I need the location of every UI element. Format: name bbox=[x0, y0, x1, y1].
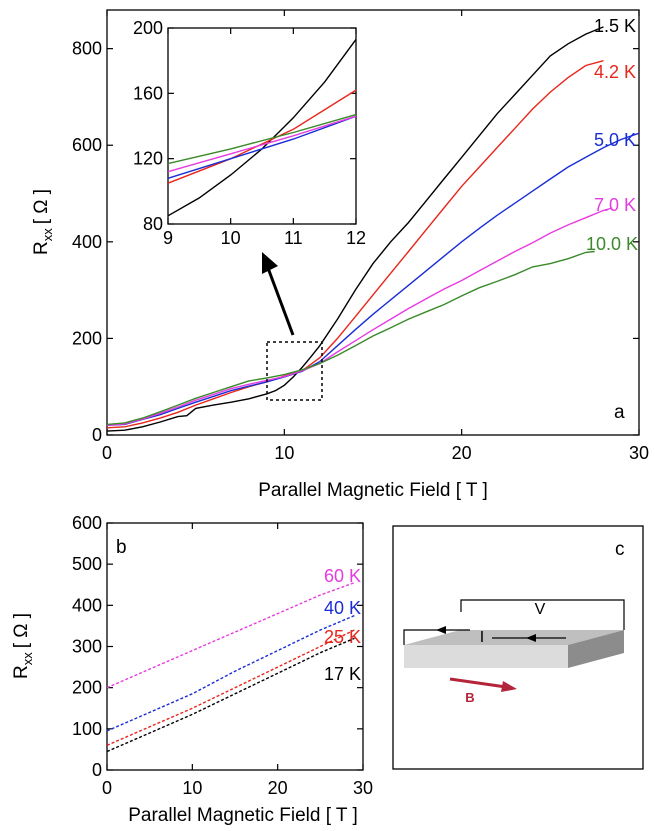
y-tick-label: 200 bbox=[133, 18, 163, 38]
panel-c-letter: c bbox=[615, 539, 625, 560]
y-tick-label: 500 bbox=[72, 554, 102, 574]
panel-a-ylabel: Rxx [ Ω ] bbox=[31, 189, 55, 255]
series-label: 17 K bbox=[324, 664, 361, 684]
slab-side-face bbox=[568, 630, 624, 668]
y-tick-label: 0 bbox=[92, 425, 102, 445]
x-tick-label: 12 bbox=[346, 228, 366, 248]
voltage-probe: V bbox=[460, 599, 625, 630]
sample-slab bbox=[404, 630, 624, 668]
series-line-5-0-k bbox=[106, 132, 640, 426]
panel-b-ylabel-sub: xx bbox=[20, 652, 35, 666]
y-tick-label: 600 bbox=[72, 135, 102, 155]
series-line-7-0-k bbox=[167, 115, 357, 173]
voltage-label: V bbox=[535, 601, 546, 618]
current-path: I bbox=[403, 626, 566, 646]
panel-a: 0 10 20 30 0 200 400 600 800 1.5 K 4.2 K 5.0 K 7.0 … bbox=[31, 9, 649, 501]
y-tick-label: 800 bbox=[72, 39, 102, 59]
x-tick-label: 0 bbox=[102, 443, 112, 463]
series-line-10-0-k bbox=[106, 250, 595, 426]
y-tick-label: 400 bbox=[72, 595, 102, 615]
slab-front-face bbox=[404, 645, 568, 668]
panel-a-xlabel: Parallel Magnetic Field [ T ] bbox=[258, 480, 488, 501]
panel-a-ticks: 0 10 20 30 0 200 400 600 800 bbox=[72, 10, 649, 463]
y-tick-label: 200 bbox=[72, 678, 102, 698]
panel-b-letter: b bbox=[116, 537, 127, 558]
panel-b-ylabel-main: R bbox=[11, 665, 32, 679]
panel-a-letter: a bbox=[614, 402, 625, 423]
series-line-5-0-k bbox=[167, 115, 357, 179]
current-arrow-mid bbox=[526, 634, 536, 642]
y-tick-label: 80 bbox=[143, 214, 163, 234]
x-tick-label: 9 bbox=[163, 228, 173, 248]
series-label: 7.0 K bbox=[594, 195, 636, 215]
y-tick-label: 600 bbox=[72, 513, 102, 533]
series-line-4-2-k bbox=[106, 60, 604, 429]
y-tick-label: 0 bbox=[92, 760, 102, 780]
inset-frame bbox=[167, 27, 357, 225]
field-arrow-shaft bbox=[449, 677, 507, 689]
series-line-4-2-k bbox=[167, 89, 357, 184]
series-label: 40 K bbox=[324, 598, 361, 618]
panel-a-series: 1.5 K 4.2 K 5.0 K 7.0 K 10.0 K bbox=[106, 16, 640, 432]
series-line-10-0-k bbox=[167, 113, 357, 165]
panel-b-xlabel: Parallel Magnetic Field [ T ] bbox=[128, 805, 358, 826]
x-tick-label: 11 bbox=[284, 228, 303, 248]
panel-b-ylabel-unit: [ Ω ] bbox=[11, 613, 32, 648]
series-label: 25 K bbox=[324, 627, 361, 647]
panel-b-series: 60 K 40 K 25 K 17 K bbox=[106, 566, 361, 753]
zoom-arrow-head bbox=[262, 252, 278, 274]
series-label: 10.0 K bbox=[586, 234, 638, 254]
y-tick-label: 200 bbox=[72, 328, 102, 348]
y-tick-label: 300 bbox=[72, 637, 102, 657]
panel-a-frame bbox=[106, 9, 640, 436]
field-arrow: B bbox=[449, 677, 517, 705]
y-tick-label: 120 bbox=[133, 149, 163, 169]
x-tick-label: 30 bbox=[629, 443, 649, 463]
y-tick-label: 400 bbox=[72, 232, 102, 252]
x-tick-label: 0 bbox=[102, 778, 112, 798]
x-tick-label: 30 bbox=[353, 778, 373, 798]
field-label: B bbox=[465, 690, 474, 705]
x-tick-label: 20 bbox=[268, 778, 288, 798]
x-tick-label: 10 bbox=[182, 778, 202, 798]
x-tick-label: 10 bbox=[221, 228, 241, 248]
field-arrow-head bbox=[501, 681, 517, 692]
series-label: 1.5 K bbox=[594, 16, 636, 36]
series-label: 4.2 K bbox=[594, 62, 636, 82]
current-label: I bbox=[480, 629, 484, 646]
inset-series bbox=[167, 38, 357, 217]
x-tick-label: 20 bbox=[452, 443, 472, 463]
y-tick-label: 100 bbox=[72, 719, 102, 739]
panel-b-ylabel: Rxx [ Ω ] bbox=[11, 613, 35, 679]
series-line-17-k bbox=[106, 637, 355, 753]
panel-a-ylabel-main: R bbox=[31, 241, 52, 255]
series-label: 60 K bbox=[324, 566, 361, 586]
x-tick-label: 10 bbox=[274, 443, 294, 463]
voltage-bracket bbox=[460, 599, 625, 630]
inset-ticks: 9 10 11 12 80 120 160 200 bbox=[133, 18, 366, 248]
series-line-7-0-k bbox=[106, 207, 613, 426]
series-label: 5.0 K bbox=[594, 130, 636, 150]
series-line-25-k bbox=[106, 629, 355, 746]
series-line-40-k bbox=[106, 614, 355, 732]
zoom-region-box bbox=[266, 341, 323, 401]
panel-a-ylabel-unit: [ Ω ] bbox=[31, 189, 52, 224]
panel-c: c V I B bbox=[392, 525, 644, 770]
panel-a-ylabel-sub: xx bbox=[40, 228, 55, 242]
series-line-1-5-k bbox=[106, 26, 604, 432]
current-arrow-left bbox=[436, 626, 446, 634]
series-line-60-k bbox=[106, 582, 355, 689]
panel-c-frame bbox=[392, 525, 644, 770]
y-tick-label: 160 bbox=[133, 83, 163, 103]
zoom-arrow-shaft bbox=[266, 267, 295, 336]
current-bracket bbox=[403, 629, 470, 645]
